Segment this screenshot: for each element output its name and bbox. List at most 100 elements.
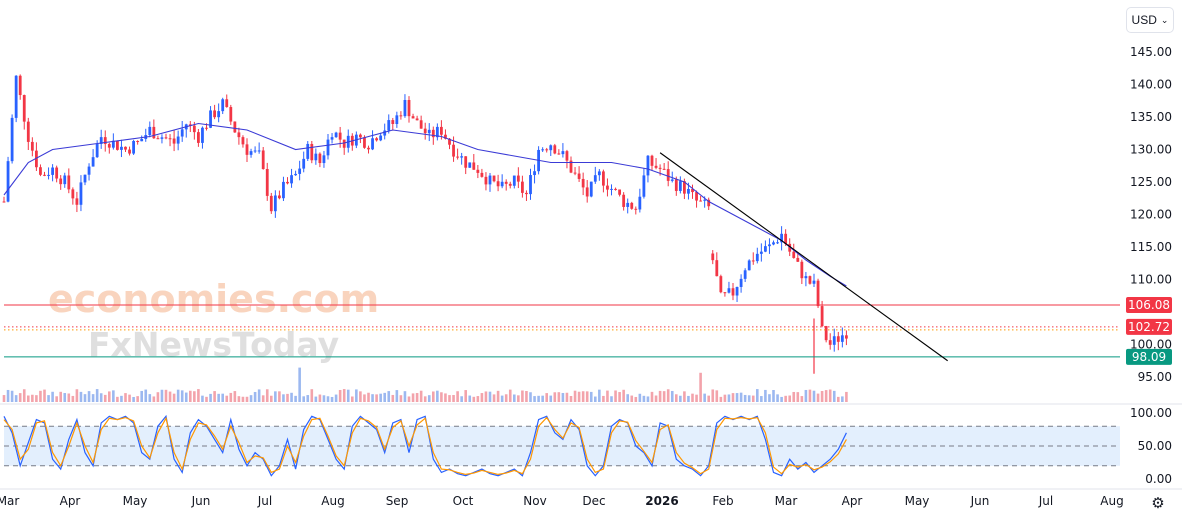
volume-bar bbox=[103, 394, 107, 402]
candle-body bbox=[71, 189, 75, 199]
candle-body bbox=[472, 162, 476, 170]
price-axis[interactable]: 145.00 140.00 135.00 130.00 125.00 120.00 115.… bbox=[1130, 45, 1172, 384]
volume-bar bbox=[164, 389, 168, 402]
candle-body bbox=[75, 198, 79, 205]
candle-body bbox=[168, 138, 172, 140]
volume-bar bbox=[225, 395, 229, 402]
candle-body bbox=[30, 141, 34, 151]
candle-body bbox=[670, 179, 674, 181]
volume-bar bbox=[180, 390, 184, 402]
candle-body bbox=[723, 292, 727, 294]
volume-bar bbox=[79, 391, 83, 402]
candle-body bbox=[456, 156, 459, 158]
candle-body bbox=[180, 129, 184, 137]
volume-bar bbox=[91, 394, 95, 402]
candle-body bbox=[111, 140, 115, 148]
volume-bar bbox=[743, 394, 747, 402]
candle-body bbox=[666, 169, 670, 181]
candle-body bbox=[444, 134, 447, 139]
volume-bar bbox=[751, 395, 755, 402]
time-tick-label: May bbox=[905, 494, 930, 508]
volume-bar bbox=[221, 393, 224, 402]
stoch-line-k bbox=[3, 414, 847, 477]
volume-bar bbox=[124, 393, 127, 402]
candle-body bbox=[407, 99, 411, 117]
volume-bar bbox=[87, 391, 91, 402]
candle-body bbox=[484, 176, 488, 185]
volume-bar bbox=[533, 396, 536, 402]
volume-bar bbox=[261, 395, 265, 402]
volume-bar bbox=[525, 390, 528, 402]
volume-bar bbox=[727, 394, 731, 402]
volume-bar bbox=[456, 391, 459, 402]
level-label: 98.09 bbox=[1132, 350, 1166, 364]
volume-bar bbox=[201, 395, 204, 402]
volume-bar bbox=[160, 389, 164, 402]
candle-body bbox=[820, 306, 824, 327]
volume-bar bbox=[432, 391, 435, 402]
volume-bar bbox=[598, 389, 601, 402]
volume-bar bbox=[278, 391, 281, 402]
volume-bar bbox=[549, 395, 553, 402]
candle-body bbox=[480, 172, 484, 177]
candle-body bbox=[585, 187, 589, 197]
time-tick-label: Mar bbox=[775, 494, 798, 508]
volume-bar bbox=[492, 394, 496, 402]
volume-bar bbox=[569, 396, 573, 402]
volume-bar bbox=[784, 395, 787, 402]
volume-bar bbox=[468, 395, 472, 402]
candle-body bbox=[160, 137, 164, 139]
volume-bar bbox=[314, 396, 318, 402]
candle-body bbox=[593, 175, 597, 182]
candle-body bbox=[610, 188, 613, 190]
candle-body bbox=[824, 326, 828, 341]
candle-body bbox=[512, 175, 516, 186]
volume-bar bbox=[209, 393, 212, 402]
volume-bar bbox=[282, 394, 285, 402]
candle-body bbox=[626, 202, 630, 207]
price-tick-label: 95.00 bbox=[1138, 370, 1172, 384]
candle-body bbox=[662, 168, 666, 170]
candle-body bbox=[43, 174, 46, 176]
volume-bar bbox=[606, 390, 609, 402]
volume-bars bbox=[2, 367, 848, 402]
volume-bar bbox=[47, 395, 50, 402]
volume-bar bbox=[630, 395, 634, 402]
candle-body bbox=[286, 181, 289, 184]
candle-body bbox=[290, 175, 293, 184]
candle-body bbox=[140, 138, 144, 142]
volume-bar bbox=[658, 390, 662, 402]
candle-body bbox=[804, 276, 808, 279]
gear-icon[interactable]: ⚙ bbox=[1151, 495, 1165, 512]
volume-bar bbox=[112, 390, 115, 402]
volume-bar bbox=[411, 393, 415, 402]
candle-body bbox=[59, 178, 63, 185]
volume-bar bbox=[330, 396, 334, 402]
volume-bar bbox=[780, 396, 783, 402]
volume-bar bbox=[476, 396, 480, 402]
candle-body bbox=[225, 99, 229, 108]
candle-body bbox=[573, 172, 577, 174]
volume-bar bbox=[399, 395, 403, 402]
volume-bar bbox=[816, 393, 820, 402]
volume-bar bbox=[594, 396, 597, 402]
candle-body bbox=[310, 143, 314, 161]
volume-bar bbox=[440, 392, 443, 402]
candle-body bbox=[427, 129, 431, 134]
candle-body bbox=[516, 175, 520, 182]
volume-bar bbox=[808, 389, 812, 402]
candle-body bbox=[634, 208, 638, 210]
price-tick-label: 130.00 bbox=[1130, 143, 1172, 157]
volume-bar bbox=[545, 393, 548, 402]
volume-bar bbox=[517, 395, 520, 402]
time-axis[interactable]: Mar Apr May Jun Jul Aug Sep Oct Nov Dec 2026 Feb Mar… bbox=[0, 494, 1124, 508]
currency-selector[interactable]: USD ⌄ bbox=[1126, 7, 1174, 33]
volume-bar bbox=[800, 396, 804, 402]
candle-body bbox=[99, 137, 103, 144]
watermark: economies.com FxNewsToday bbox=[48, 277, 379, 364]
candle-body bbox=[468, 162, 472, 168]
volume-bar bbox=[152, 396, 156, 402]
time-tick-label: Aug bbox=[1100, 494, 1123, 508]
